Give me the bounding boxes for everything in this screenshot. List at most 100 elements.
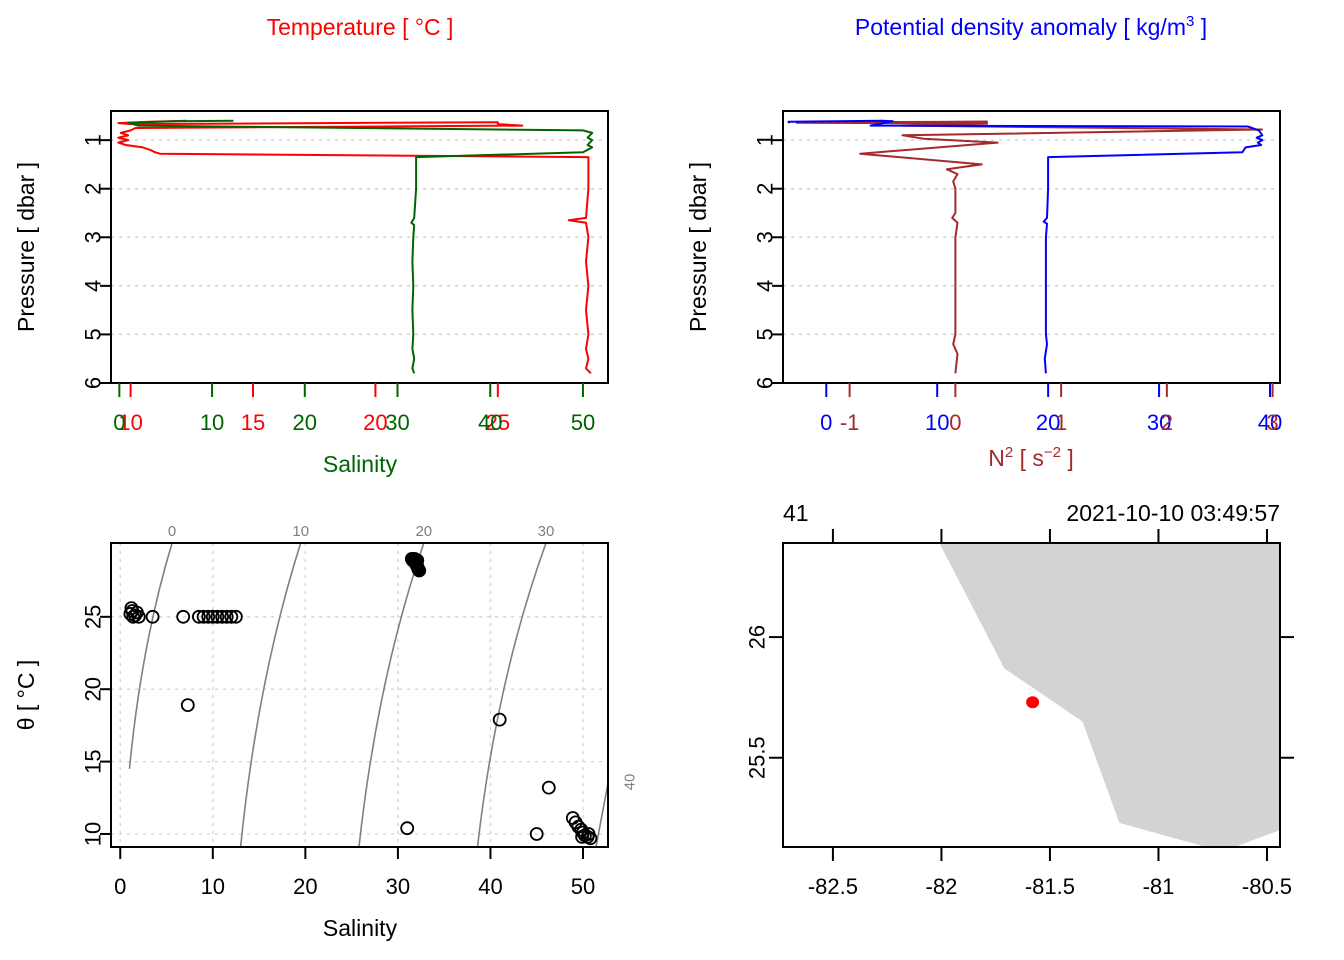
density-contour-line: [476, 542, 547, 848]
density-contour-label: 40: [622, 774, 639, 791]
ts-point: [541, 780, 556, 795]
ts-point: [228, 609, 243, 624]
ts-x-tick-label: 0: [114, 874, 126, 899]
ts-x-tick-label: 50: [571, 874, 595, 899]
n2-axis-title: N2 [ s−2 ]: [988, 444, 1074, 471]
ts-x-tick-label: 20: [293, 874, 317, 899]
density-contour-line: [239, 542, 302, 848]
ts-density-contours: 0 10 20 30 40: [128, 523, 639, 848]
bottom-axis-tick-label: 50: [571, 410, 595, 435]
ts-point: [126, 609, 141, 624]
density-contour-label: 30: [538, 523, 555, 540]
station-time-label: 2021-10-10 03:49:57: [1066, 500, 1280, 526]
pressure-axis-title: Pressure [ dbar ]: [13, 162, 39, 332]
n2-axis: -1 0 1 2 3: [840, 383, 1279, 435]
profile-density-grid: [783, 139, 1280, 384]
ts-x-tick-label: 30: [386, 874, 410, 899]
ts-axes: 0 10 20 30 40 50 10 15 20 25: [81, 605, 596, 899]
temperature-profile-line: [117, 119, 592, 375]
density-axis-title: Potential density anomaly [ kg/m3 ]: [855, 13, 1207, 40]
bottom-axis-tick-label: 10: [200, 410, 224, 435]
station-id-label: 41: [783, 500, 809, 526]
ts-point: [224, 609, 239, 624]
ts-point: [205, 609, 220, 624]
ts-ylabel: θ [ °C ]: [13, 660, 39, 731]
bottom-axis-tick-label: 40: [478, 410, 502, 435]
ts-y-tick-label: 25: [81, 605, 106, 629]
bottom-axis-tick-label: 0: [949, 410, 961, 435]
temperature-axis: 10 15 20 25: [118, 383, 510, 435]
lat-tick-label: 26: [745, 625, 770, 649]
ts-point: [176, 609, 191, 624]
profile-ts-pressure-axis: 1 2 3 4 5 6: [81, 134, 111, 389]
ts-point: [219, 609, 234, 624]
density-contour-label: 10: [292, 523, 309, 540]
bottom-axis-tick-label: 20: [1036, 410, 1060, 435]
pressure-tick-label: 1: [753, 134, 778, 146]
pressure-tick-label: 6: [753, 377, 778, 389]
bottom-axis-tick-label: 3: [1266, 410, 1278, 435]
bottom-axis-tick-label: 20: [363, 410, 387, 435]
station-map-panel: -82.5 -82 -81.5 -81 -80.5 25.5 26 41 2021-10-1…: [745, 500, 1294, 899]
bottom-axis-tick-label: 1: [1055, 410, 1067, 435]
lon-tick-label: -82: [926, 874, 958, 899]
ts-point: [191, 609, 206, 624]
bottom-axis-tick-label: 30: [385, 410, 409, 435]
map-axes: -82.5 -82 -81.5 -81 -80.5 25.5 26: [745, 529, 1294, 899]
salinity-axis: 0 10 20 30 40 50: [113, 383, 595, 435]
ts-point: [180, 698, 195, 712]
ts-points: [123, 552, 598, 846]
ts-point: [400, 821, 415, 836]
ts-diagram-panel: 0 10 20 30 40 0 10 20 30 40 50 10 15 20 25 Salinity θ…: [13, 523, 639, 941]
ts-point: [201, 609, 216, 624]
profile-density-frame: [782, 110, 1281, 384]
bottom-axis-tick-label: 15: [241, 410, 265, 435]
pressure-tick-label: 4: [81, 280, 106, 292]
density-contour-line: [358, 542, 425, 848]
ts-y-tick-label: 10: [81, 822, 106, 846]
density-profile-line: [787, 119, 1264, 374]
n2-title-mid: [ s: [1013, 445, 1044, 471]
bottom-axis-tick-label: 0: [113, 410, 125, 435]
profile-density-pressure-axis: 1 2 3 4 5 6: [753, 134, 783, 389]
ts-point: [215, 609, 230, 624]
n2-title-sup2: −2: [1044, 444, 1061, 461]
pressure-tick-label: 5: [81, 328, 106, 340]
ts-x-tick-label: 10: [201, 874, 225, 899]
temperature-axis-title: Temperature [ °C ]: [267, 14, 454, 40]
n2-title-main: N: [988, 445, 1005, 471]
land-polygon: [939, 543, 1280, 847]
profile-ts-lines: [117, 119, 594, 375]
bottom-axis-tick-label: 25: [486, 410, 510, 435]
ts-point: [131, 609, 146, 624]
n2-title-end: ]: [1061, 445, 1074, 471]
density-axis: 0 10 20 30 40: [820, 383, 1282, 435]
ts-xlabel: Salinity: [323, 915, 398, 941]
ts-point: [410, 553, 425, 568]
pressure-tick-label: 5: [753, 328, 778, 340]
n2-profile-line: [795, 120, 1263, 374]
density-contour-label: 0: [168, 523, 176, 540]
bottom-axis-tick-label: 2: [1161, 410, 1173, 435]
ts-y-tick-label: 20: [81, 677, 106, 701]
pressure-tick-label: 2: [81, 183, 106, 195]
density-title-end: ]: [1194, 14, 1207, 40]
pressure-axis-title-2: Pressure [ dbar ]: [685, 162, 711, 332]
ts-point: [581, 827, 596, 841]
salinity-axis-title: Salinity: [323, 451, 398, 477]
bottom-axis-tick-label: -1: [840, 410, 860, 435]
profile-ts-grid: [111, 139, 608, 384]
map-station-layer: [1026, 696, 1040, 709]
pressure-tick-label: 3: [753, 231, 778, 243]
ts-point: [210, 609, 225, 624]
lon-tick-label: -81.5: [1025, 874, 1075, 899]
ts-x-tick-label: 40: [478, 874, 502, 899]
pressure-tick-label: 3: [81, 231, 106, 243]
bottom-axis-tick-label: 10: [925, 410, 949, 435]
ts-point: [575, 830, 589, 844]
ts-point: [196, 609, 211, 624]
profile-density-lines: [787, 119, 1264, 374]
map-land: [939, 543, 1280, 847]
